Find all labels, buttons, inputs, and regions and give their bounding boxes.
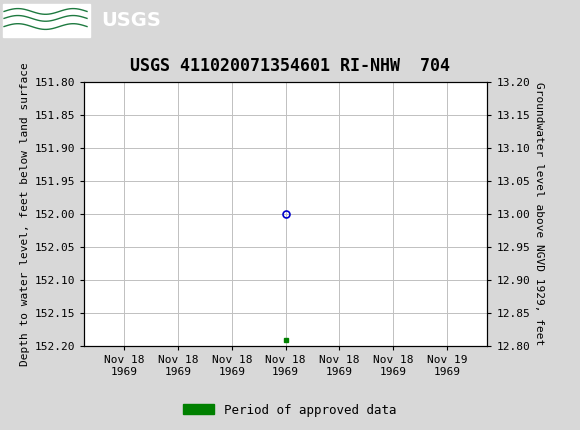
Bar: [3, 4, 90, 37]
Text: USGS: USGS: [102, 11, 161, 30]
Y-axis label: Groundwater level above NGVD 1929, feet: Groundwater level above NGVD 1929, feet: [534, 82, 544, 346]
Text: USGS 411020071354601 RI-NHW  704: USGS 411020071354601 RI-NHW 704: [130, 57, 450, 75]
Y-axis label: Depth to water level, feet below land surface: Depth to water level, feet below land su…: [20, 62, 30, 366]
Legend: Period of approved data: Period of approved data: [178, 399, 402, 421]
